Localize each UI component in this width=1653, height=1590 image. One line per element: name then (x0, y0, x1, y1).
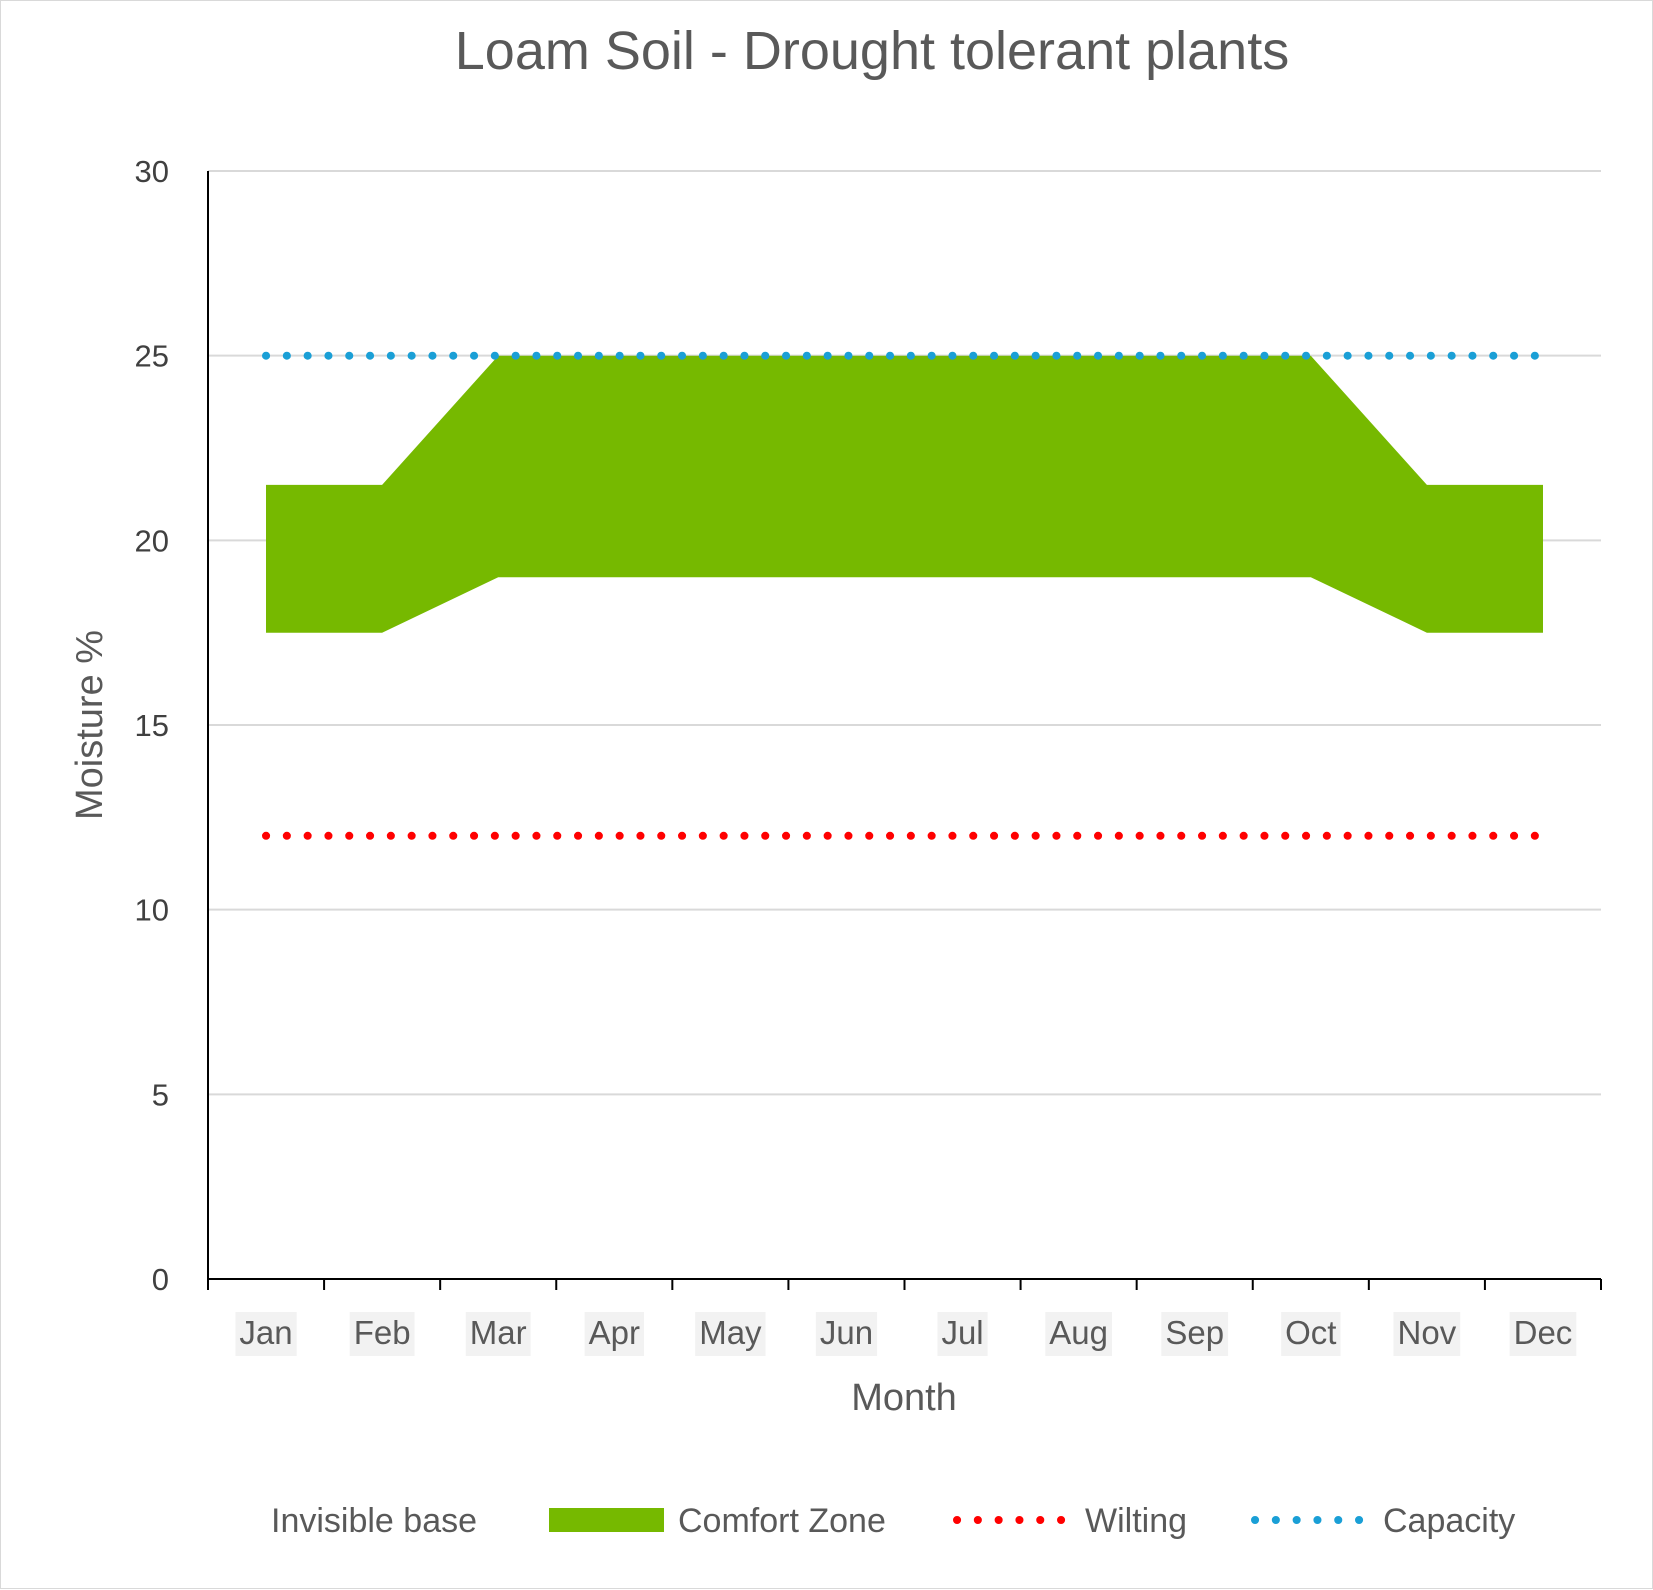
axes (207, 171, 1602, 1290)
area-series (266, 355, 1543, 633)
x-tick-label-bg-jun (815, 1312, 878, 1356)
y-tick-label-20: 20 (135, 523, 169, 558)
x-tick-label-bg-oct (1281, 1312, 1341, 1356)
y-tick-label-15: 15 (135, 708, 169, 743)
x-tick-label-mar: Mar (470, 1314, 527, 1351)
legend-label-wilting: Wilting (1085, 1502, 1187, 1540)
chart-title: Loam Soil - Drought tolerant plants (455, 21, 1289, 81)
x-tick-label-bg-nov (1393, 1312, 1461, 1356)
legend-label-capacity: Capacity (1383, 1502, 1515, 1540)
y-axis-ticks: 0 5 10 15 20 25 30 (135, 154, 169, 1297)
x-tick-label-dec: Dec (1514, 1314, 1573, 1351)
y-tick-label-10: 10 (135, 893, 169, 928)
x-tick-label-bg-mar (465, 1312, 531, 1356)
x-tick-label-bg-feb (349, 1312, 415, 1356)
x-tick-label-bg-jan (235, 1312, 297, 1356)
series-comfort-zone (266, 355, 1543, 633)
x-tick-label-oct: Oct (1285, 1314, 1336, 1351)
x-tick-label-may: May (699, 1314, 762, 1351)
x-tick-label-bg-apr (584, 1312, 644, 1356)
y-tick-label-5: 5 (152, 1077, 169, 1112)
x-tick-label-jul: Jul (941, 1314, 983, 1351)
x-tick-label-aug: Aug (1049, 1314, 1108, 1351)
y-tick-label-30: 30 (135, 154, 169, 189)
x-tick-label-sep: Sep (1165, 1314, 1224, 1351)
gridlines (208, 170, 1601, 1096)
line-series (262, 351, 1547, 840)
y-axis-title: Moisture % (69, 630, 111, 820)
x-axis-title: Month (851, 1377, 957, 1419)
y-tick-label-25: 25 (135, 339, 169, 374)
x-tick-label-jan: Jan (239, 1314, 292, 1351)
x-tick-label-jun: Jun (820, 1314, 873, 1351)
x-tick-label-bg-may (695, 1312, 766, 1356)
x-tick-label-feb: Feb (354, 1314, 411, 1351)
legend-label-invisible-base: Invisible base (271, 1502, 477, 1540)
x-tick-label-apr: Apr (589, 1314, 640, 1351)
y-tick-label-0: 0 (152, 1262, 169, 1297)
x-axis-ticks: Jan Feb Mar Apr May Jun Jul Aug Sep Oct Nov Dec (239, 1314, 1572, 1351)
x-tick-label-bg-sep (1161, 1312, 1229, 1356)
x-tick-label-bg-jul (937, 1312, 988, 1356)
legend: Invisible base Comfort Zone Wilting Capacit… (271, 1502, 1515, 1540)
legend-label-comfort-zone: Comfort Zone (678, 1502, 886, 1540)
x-tick-label-bg-aug (1045, 1312, 1112, 1356)
category-label-backgrounds (235, 1312, 1577, 1356)
x-tick-label-bg-dec (1509, 1312, 1577, 1356)
x-tick-label-nov: Nov (1398, 1314, 1457, 1351)
legend-swatch-comfort-zone (549, 1508, 664, 1532)
